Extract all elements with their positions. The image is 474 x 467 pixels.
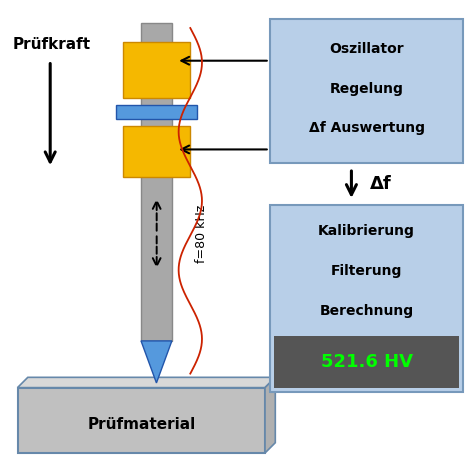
Polygon shape (265, 377, 275, 453)
Text: 521.6 HV: 521.6 HV (320, 353, 412, 371)
FancyBboxPatch shape (274, 336, 459, 388)
FancyBboxPatch shape (270, 205, 464, 392)
Text: Prüfmaterial: Prüfmaterial (87, 417, 195, 432)
Text: Kalibrierung: Kalibrierung (318, 224, 415, 238)
Polygon shape (18, 377, 275, 388)
Text: Prüfkraft: Prüfkraft (13, 37, 91, 52)
Text: Regelung: Regelung (329, 82, 403, 96)
Text: Filterung: Filterung (331, 264, 402, 278)
FancyBboxPatch shape (123, 42, 190, 98)
FancyBboxPatch shape (18, 388, 265, 453)
FancyBboxPatch shape (141, 23, 172, 341)
Text: Δf Auswertung: Δf Auswertung (309, 121, 425, 135)
Text: f=80 kHz: f=80 kHz (195, 205, 208, 262)
Text: Oszillator: Oszillator (329, 42, 404, 56)
Polygon shape (141, 341, 172, 383)
Text: Berechnung: Berechnung (319, 304, 414, 318)
FancyBboxPatch shape (116, 105, 197, 119)
Text: Δf: Δf (370, 176, 392, 193)
FancyBboxPatch shape (123, 126, 190, 177)
FancyBboxPatch shape (270, 19, 464, 163)
